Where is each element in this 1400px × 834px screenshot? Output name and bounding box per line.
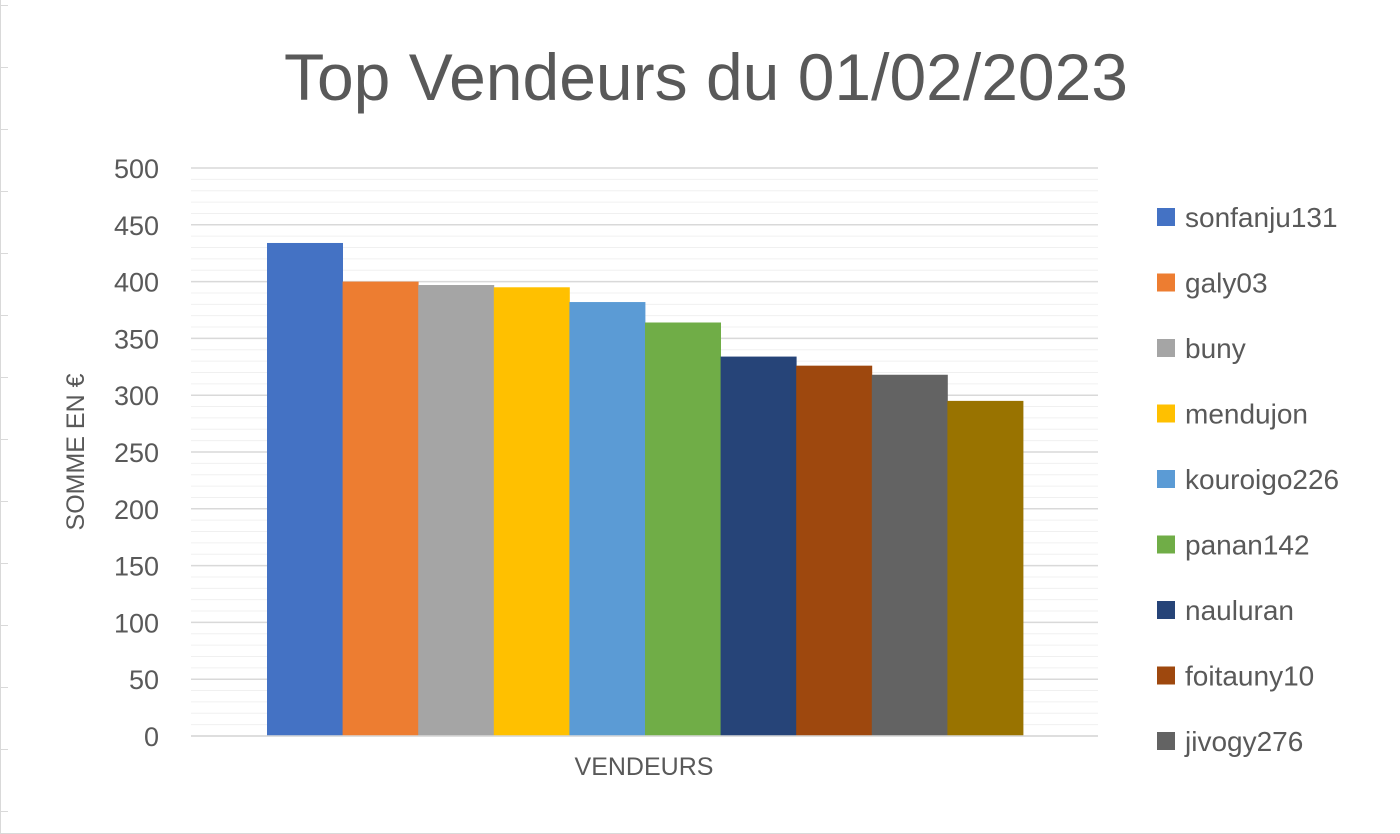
y-tick-label: 500: [114, 154, 159, 184]
bar: [871, 374, 948, 736]
frame-tick: [1, 563, 8, 564]
legend-swatch: [1157, 666, 1175, 685]
frame-tick: [1, 687, 8, 688]
y-tick-label: 50: [129, 665, 159, 695]
frame-tick: [1, 129, 8, 130]
legend-label: kouroigo226: [1185, 464, 1339, 495]
frame-tick: [1, 315, 8, 316]
y-axis-title: SOMME EN €: [62, 373, 90, 530]
legend-swatch: [1157, 208, 1175, 226]
frame-tick: [1, 501, 8, 502]
legend-label: panan142: [1185, 530, 1310, 561]
frame-tick: [1, 5, 8, 6]
legend-swatch: [1157, 601, 1175, 619]
y-tick-label: 300: [114, 381, 159, 411]
bar: [267, 242, 343, 736]
bar: [720, 356, 797, 736]
y-tick-label: 0: [144, 722, 159, 752]
y-tick-label: 200: [114, 495, 159, 525]
legend-label: jivogy276: [1184, 726, 1303, 757]
legend-label: nauluran: [1185, 595, 1294, 626]
bar: [796, 365, 873, 736]
bar: [947, 400, 1024, 736]
x-axis-title: VENDEURS: [575, 753, 714, 781]
y-tick-label: 100: [114, 608, 159, 638]
bars: [267, 242, 1024, 736]
legend-swatch: [1157, 732, 1175, 750]
frame-tick: [1, 253, 8, 254]
y-tick-label: 400: [114, 268, 159, 298]
legend-label: foitauny10: [1185, 661, 1314, 692]
frame-tick: [1, 377, 8, 378]
legend-swatch: [1157, 404, 1175, 423]
legend-label: galy03: [1185, 268, 1268, 299]
y-tick-label: 250: [114, 438, 159, 468]
bar: [418, 285, 495, 736]
legend-label: mendujon: [1185, 399, 1308, 430]
legend: sonfanju131 galy03 buny mendujon kouroigo226…: [1157, 202, 1339, 757]
frame-tick: [1, 811, 8, 812]
chart-title: Top Vendeurs du 01/02/2023: [284, 40, 1128, 114]
frame-tick: [1, 439, 8, 440]
bar: [645, 322, 721, 736]
legend-swatch: [1157, 470, 1175, 488]
frame-tick: [1, 191, 8, 192]
y-tick-label: 450: [114, 211, 159, 241]
y-tick-label: 150: [114, 552, 159, 582]
frame-tick: [1, 749, 8, 750]
bar: [569, 302, 646, 736]
frame-tick: [1, 625, 8, 626]
frame-tick: [1, 67, 8, 68]
bar: [493, 287, 570, 736]
legend-label: sonfanju131: [1185, 202, 1338, 233]
legend-swatch: [1157, 339, 1175, 357]
frame-edge-ticks: [1, 0, 9, 834]
y-axis-tick-labels: 0 50 100 150 200 250 300 350 400 450 500: [114, 154, 159, 752]
legend-swatch: [1157, 273, 1175, 292]
bar: [342, 281, 419, 736]
legend-label: buny: [1185, 333, 1246, 364]
legend-swatch: [1157, 535, 1175, 554]
y-tick-label: 350: [114, 324, 159, 354]
